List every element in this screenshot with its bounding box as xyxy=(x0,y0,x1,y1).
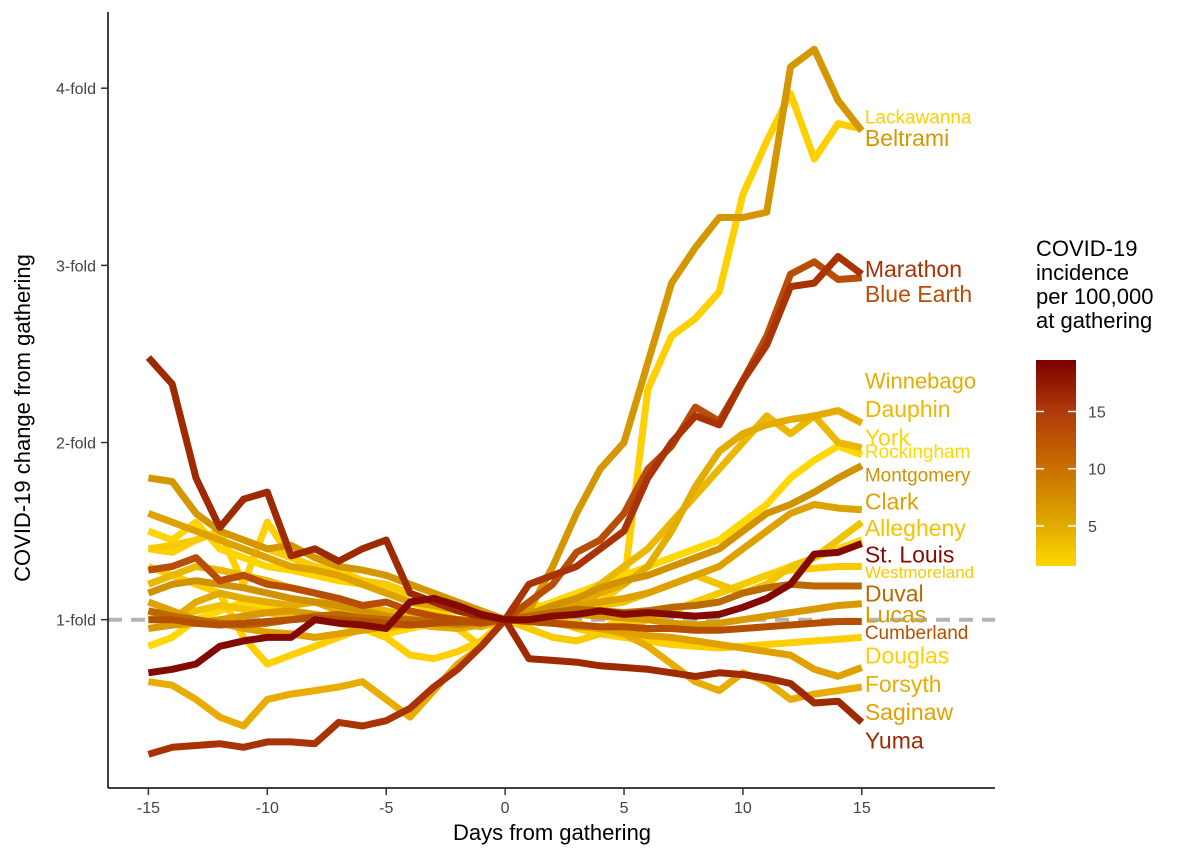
legend-colorbar xyxy=(1036,360,1076,566)
y-axis-title: COVID-19 change from gathering xyxy=(10,254,35,582)
series-label-dauphin: Dauphin xyxy=(865,396,951,422)
series-label-st-louis: St. Louis xyxy=(865,541,955,567)
legend-ticks: 5 10 15 xyxy=(1036,405,1106,536)
series-label-clark: Clark xyxy=(865,488,919,514)
y-tick-label: 4-fold xyxy=(56,81,96,98)
series-label-marathon: Marathon xyxy=(865,256,962,282)
series-label-yuma: Yuma xyxy=(865,727,924,753)
y-tick-label: 3-fold xyxy=(56,258,96,275)
series-line-st-louis xyxy=(147,540,864,677)
series-label-allegheny: Allegheny xyxy=(865,515,967,541)
series-label-forsyth: Forsyth xyxy=(865,671,942,697)
series-label-westmoreland: Westmoreland xyxy=(865,563,974,582)
series-line-beltrami xyxy=(147,45,865,624)
series-label-winnebago: Winnebago xyxy=(865,368,976,393)
legend-tick-label: 5 xyxy=(1088,519,1097,536)
x-axis-title: Days from gathering xyxy=(453,820,651,845)
x-tick-label: 10 xyxy=(734,800,752,817)
y-tick-label: 2-fold xyxy=(56,436,96,453)
series-label-blue-earth: Blue Earth xyxy=(865,281,972,307)
x-tick-label: -5 xyxy=(379,800,393,817)
series-label-rockingham: Rockingham xyxy=(865,442,971,463)
series-label-douglas: Douglas xyxy=(865,642,949,668)
color-legend: COVID-19 incidence per 100,000 at gathering… xyxy=(1036,236,1153,566)
series-label-lucas: Lucas xyxy=(865,602,926,628)
series-label-beltrami: Beltrami xyxy=(865,125,949,151)
series-label-cumberland: Cumberland xyxy=(865,623,969,644)
legend-tick-label: 10 xyxy=(1088,462,1106,479)
series-label-york: York xyxy=(865,424,911,450)
legend-title-line: COVID-19 xyxy=(1036,236,1137,261)
x-tick-label: 15 xyxy=(853,800,871,817)
series-label-duval: Duval xyxy=(865,580,924,606)
x-tick-label: 0 xyxy=(501,800,510,817)
legend-title-line: incidence xyxy=(1036,260,1129,285)
y-tick-label: 1-fold xyxy=(56,613,96,630)
x-tick-label: 5 xyxy=(620,800,629,817)
series-label-saginaw: Saginaw xyxy=(865,699,954,725)
series-label-montgomery: Montgomery xyxy=(865,465,971,486)
x-tick-label: -10 xyxy=(256,800,279,817)
legend-title: COVID-19 incidence per 100,000 at gathering xyxy=(1036,236,1153,333)
legend-title-line: per 100,000 xyxy=(1036,284,1153,309)
plot-area: -15 -10 -5 0 5 10 15 1-fold 2-fold 3-fold 4-fold La… xyxy=(56,12,995,817)
legend-tick-label: 15 xyxy=(1088,405,1106,422)
legend-title-line: at gathering xyxy=(1036,308,1152,333)
series-line-blue-earth xyxy=(147,258,863,627)
series-label-lackawanna: Lackawanna xyxy=(865,107,972,128)
x-tick-label: -15 xyxy=(137,800,160,817)
